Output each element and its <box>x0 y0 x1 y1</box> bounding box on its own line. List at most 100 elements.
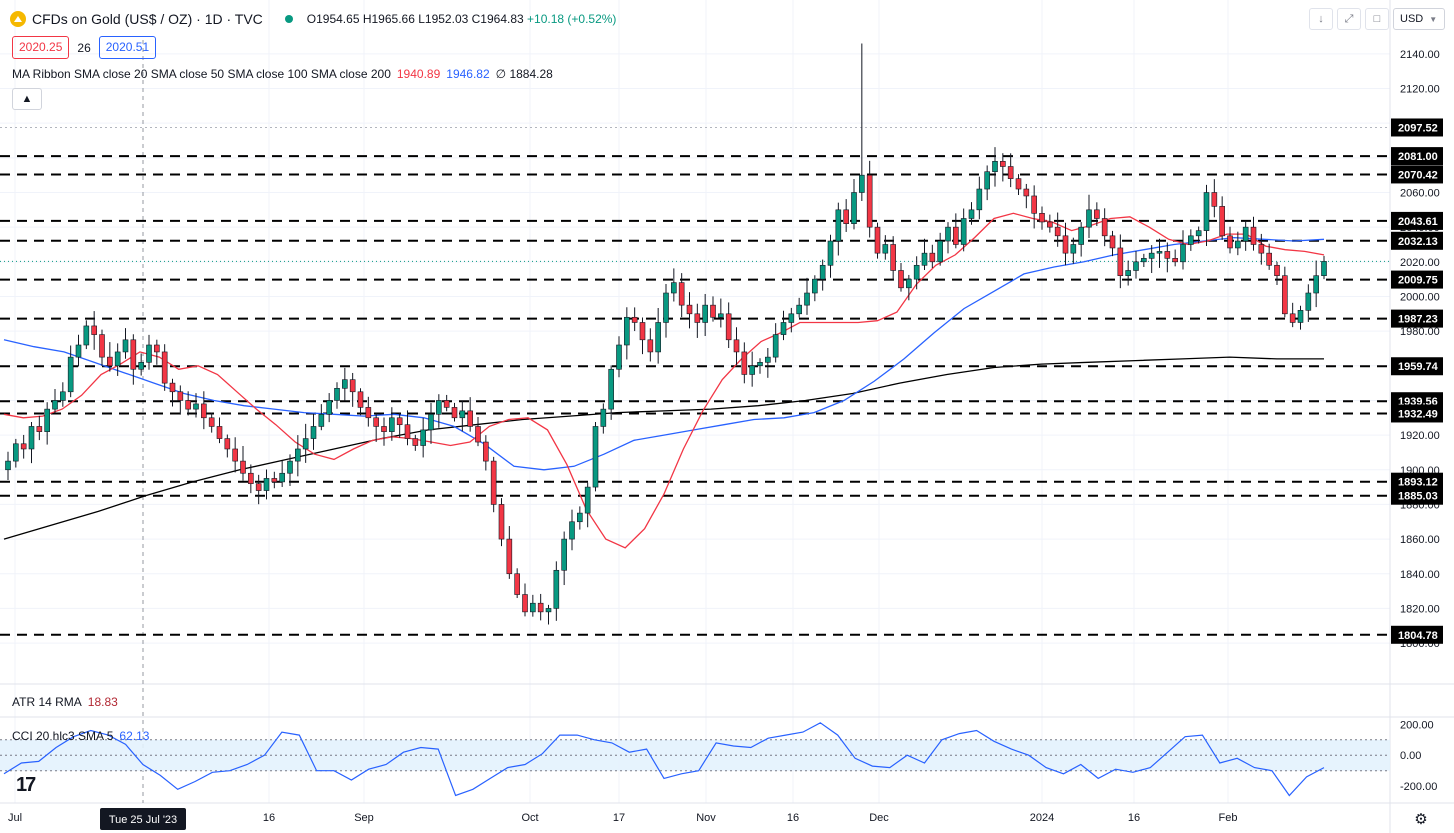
candle-body <box>1039 212 1045 223</box>
candle <box>83 320 90 350</box>
candle-body <box>906 278 912 289</box>
candle-body <box>169 382 176 393</box>
candle-body <box>819 264 826 280</box>
candle-body <box>467 410 473 427</box>
price-tick-label: 1920.00 <box>1400 430 1440 442</box>
candle-body <box>569 521 575 540</box>
candle-body <box>404 424 411 439</box>
collapse-legend-button[interactable]: ▲ <box>12 88 42 110</box>
time-tick-label: Dec <box>869 812 889 824</box>
candle <box>67 345 74 398</box>
candle-body <box>1015 178 1022 190</box>
candle <box>201 391 207 430</box>
candle-body <box>702 304 708 323</box>
candle <box>1070 237 1077 264</box>
candle-body <box>412 438 419 446</box>
bid-button[interactable]: 2020.25 <box>12 36 70 59</box>
candle <box>130 334 137 385</box>
candle-body <box>710 304 716 318</box>
candle-body <box>827 240 834 266</box>
candle <box>1250 216 1257 251</box>
candle <box>1235 231 1241 256</box>
candle <box>208 412 215 433</box>
time-tick-label: 17 <box>613 812 625 824</box>
candle <box>193 393 199 418</box>
candle-body <box>365 407 372 419</box>
candle <box>522 583 528 617</box>
level-label: 1987.23 <box>1398 314 1438 326</box>
candle <box>1023 183 1030 209</box>
candle-body <box>937 240 943 263</box>
candle <box>765 348 771 378</box>
level-label: 2043.61 <box>1398 216 1438 228</box>
candle-body <box>1094 209 1100 219</box>
candle <box>835 202 842 256</box>
gear-icon[interactable]: ⚙ <box>1414 811 1428 828</box>
candle <box>420 417 426 458</box>
ma-value-1: 1940.89 <box>396 67 441 81</box>
candle <box>1172 249 1178 267</box>
level-label-bg <box>1391 486 1443 505</box>
cci-tick-label: 200.00 <box>1400 719 1434 731</box>
candle <box>1203 184 1210 246</box>
candle-body <box>28 426 35 450</box>
candle-body <box>624 316 630 346</box>
gold-logo-icon <box>10 11 26 27</box>
candle <box>655 308 661 364</box>
time-tick-label: Oct <box>521 812 538 824</box>
candle <box>1282 266 1288 318</box>
candle-body <box>107 356 113 367</box>
candle-body <box>718 313 724 318</box>
candle <box>287 454 293 487</box>
candle-body <box>663 292 669 323</box>
candle <box>968 202 975 225</box>
level-label-bg <box>1391 357 1443 376</box>
ma-value-3: ∅ 1884.28 <box>495 67 553 81</box>
candle <box>913 256 920 290</box>
candle <box>866 160 873 238</box>
candle-body <box>138 362 144 370</box>
candle <box>498 498 505 547</box>
candle-body <box>255 483 262 491</box>
symbol-title[interactable]: CFDs on Gold (US$ / OZ) · 1D · TVC <box>32 11 263 27</box>
candle-body <box>490 460 497 505</box>
candle-body <box>459 410 466 419</box>
arrow-down-icon[interactable]: ↓ <box>1309 8 1333 30</box>
maximize-icon[interactable]: □ <box>1365 8 1389 30</box>
cci-legend[interactable]: CCI 20 hlc3 SMA 5 62.13 <box>12 729 149 743</box>
candle-body <box>561 538 567 571</box>
candle-body <box>451 407 458 419</box>
candle <box>1195 226 1202 244</box>
cci-tick-label: 0.00 <box>1400 750 1421 762</box>
candle <box>804 277 810 315</box>
candle-body <box>1078 226 1084 245</box>
candle <box>44 402 50 445</box>
candle <box>1274 261 1280 286</box>
cci-pane <box>0 722 1390 797</box>
ask-button[interactable]: 2020.51 <box>98 36 157 59</box>
candle-body <box>1305 292 1312 311</box>
expand-icon[interactable]: ⤢ <box>1337 8 1361 30</box>
candle <box>36 415 43 441</box>
candle <box>1321 255 1327 280</box>
candle <box>52 389 58 414</box>
candle-body <box>396 417 403 426</box>
candle-body <box>1141 258 1147 263</box>
candle <box>663 283 669 338</box>
candle-body <box>1203 192 1210 231</box>
price-tick-label: 2140.00 <box>1400 49 1440 61</box>
candle <box>28 422 35 464</box>
currency-selector[interactable]: USD ▼ <box>1393 8 1445 30</box>
candle-body <box>349 379 356 393</box>
candle <box>373 413 379 442</box>
ma-ribbon-legend[interactable]: MA Ribbon SMA close 20 SMA close 50 SMA … <box>12 67 553 81</box>
candle <box>295 435 301 477</box>
candle <box>616 336 622 378</box>
candle-body <box>1101 218 1108 237</box>
candle-body <box>655 322 661 353</box>
candle <box>530 594 536 617</box>
atr-legend[interactable]: ATR 14 RMA 18.83 <box>12 695 118 709</box>
candle <box>1047 214 1053 233</box>
candle <box>506 526 513 579</box>
